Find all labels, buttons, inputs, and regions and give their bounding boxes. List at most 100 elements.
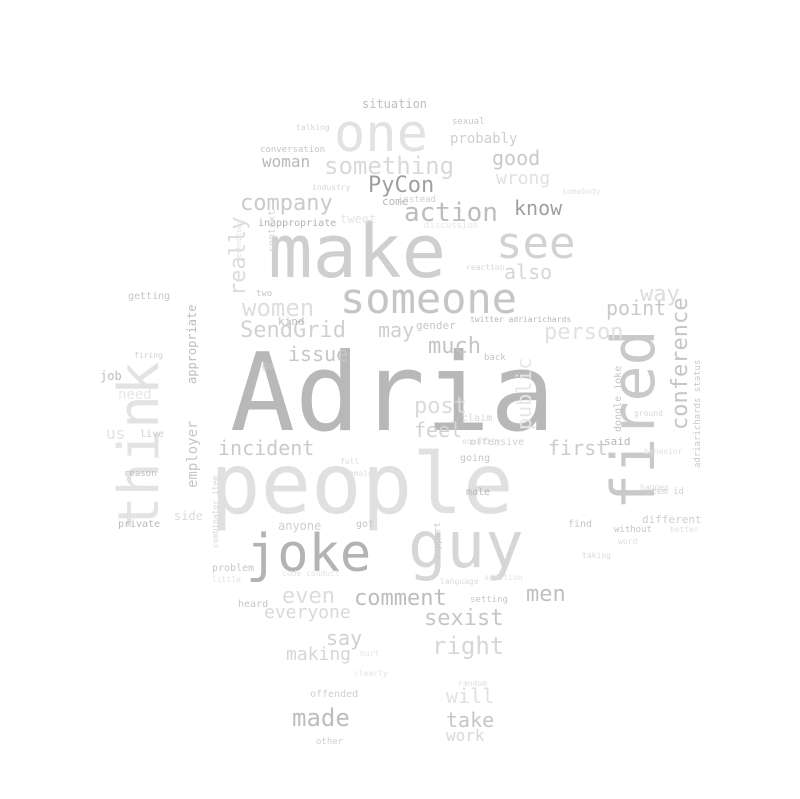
cloud-word-support: support bbox=[433, 522, 443, 560]
cloud-word-language: language bbox=[440, 577, 479, 586]
cloud-word-say: say bbox=[326, 626, 363, 650]
cloud-word-made: made bbox=[292, 704, 350, 732]
cloud-word-kind: kind bbox=[278, 315, 305, 328]
cloud-word-will: will bbox=[446, 684, 495, 708]
cloud-word-women: women bbox=[242, 294, 315, 322]
cloud-word-getting: getting bbox=[128, 291, 171, 302]
cloud-word-dongle-joke: dongle joke bbox=[613, 365, 624, 432]
cloud-word-post: post bbox=[414, 394, 467, 419]
cloud-word-something: something bbox=[324, 152, 455, 180]
cloud-word-ground: ground bbox=[634, 409, 663, 418]
cloud-word-person: person bbox=[544, 320, 624, 345]
cloud-word-technology: technology bbox=[235, 219, 243, 262]
cloud-word-better: better bbox=[670, 525, 699, 534]
cloud-word-little: little bbox=[212, 575, 241, 584]
cloud-word-male: male bbox=[466, 487, 491, 498]
cloud-word-make: make bbox=[268, 209, 447, 295]
cloud-word-everyone: everyone bbox=[264, 602, 351, 623]
cloud-word-one: one bbox=[334, 104, 428, 164]
cloud-word-anyone: anyone bbox=[278, 519, 322, 533]
cloud-word-hurt: hurt bbox=[360, 649, 380, 658]
cloud-word-other: other bbox=[316, 737, 344, 747]
cloud-word-action: action bbox=[404, 198, 498, 228]
cloud-word-offensive: offensive bbox=[470, 437, 525, 448]
cloud-word-twitter-adriarichards: twitter adriarichards bbox=[470, 315, 572, 324]
cloud-word-happen: happen bbox=[640, 483, 669, 492]
cloud-word-sexist: sexist bbox=[424, 606, 504, 631]
cloud-word-wrong: wrong bbox=[496, 168, 551, 189]
cloud-word-different: different bbox=[642, 513, 702, 526]
cloud-word-people: people bbox=[210, 435, 514, 533]
cloud-word-side: side bbox=[174, 509, 203, 523]
cloud-word-much: much bbox=[428, 334, 481, 359]
cloud-word-random: random bbox=[458, 679, 487, 688]
cloud-word-reason: reason bbox=[124, 469, 157, 479]
cloud-word-context: context bbox=[267, 209, 278, 252]
cloud-word-right: right bbox=[432, 632, 505, 660]
cloud-word-behavior: behavior bbox=[644, 447, 683, 456]
cloud-word-setting: setting bbox=[470, 595, 508, 605]
cloud-word-need: need bbox=[118, 387, 152, 403]
cloud-word-joke: joke bbox=[246, 524, 372, 584]
cloud-word-inappropriate: inappropriate bbox=[258, 218, 337, 229]
cloud-word-live: live bbox=[140, 429, 165, 440]
cloud-word-incident: incident bbox=[218, 436, 315, 460]
cloud-word-two: two bbox=[256, 289, 273, 299]
cloud-word-adriarichards-status: adriarichards status bbox=[693, 359, 703, 468]
cloud-word-us: us bbox=[106, 424, 126, 443]
cloud-word-sexual: sexual bbox=[452, 117, 485, 127]
cloud-word-comment: comment bbox=[354, 586, 447, 611]
cloud-word-gender: gender bbox=[416, 319, 456, 332]
cloud-word-word: word bbox=[618, 537, 638, 546]
cloud-word-equality: equality bbox=[462, 437, 501, 446]
cloud-word-may: may bbox=[378, 318, 415, 342]
cloud-word-said: said bbox=[604, 435, 631, 448]
cloud-word-combinator-item: combinator item bbox=[211, 475, 220, 548]
cloud-word-situation: situation bbox=[362, 97, 428, 111]
cloud-word-without: without bbox=[614, 525, 652, 535]
cloud-word-know: know bbox=[514, 196, 563, 220]
cloud-word-taking: taking bbox=[582, 551, 611, 560]
cloud-word-employer: employer bbox=[185, 420, 201, 488]
cloud-word-making: making bbox=[286, 644, 352, 665]
cloud-word-heard: heard bbox=[238, 599, 269, 610]
cloud-word-company: company bbox=[240, 191, 333, 216]
cloud-word-somebody: somebody bbox=[562, 187, 601, 196]
cloud-word-men: men bbox=[526, 582, 566, 607]
cloud-word-see: see bbox=[496, 218, 576, 269]
cloud-word-take: take bbox=[446, 708, 495, 732]
cloud-word-guy: guy bbox=[408, 509, 524, 583]
cloud-word-way: way bbox=[640, 282, 680, 307]
cloud-word-good: good bbox=[492, 146, 541, 170]
cloud-word-claim: claim bbox=[462, 413, 493, 424]
cloud-word-clearly: clearly bbox=[354, 669, 388, 678]
cloud-word-conference: conference bbox=[668, 297, 693, 430]
cloud-word-back: back bbox=[484, 353, 506, 363]
cloud-word-problem: problem bbox=[212, 563, 255, 574]
cloud-word-issue: issue bbox=[288, 342, 349, 366]
cloud-word-also: also bbox=[504, 260, 553, 284]
cloud-word-sendgrid: SendGrid bbox=[240, 318, 346, 343]
cloud-word-point: point bbox=[606, 296, 667, 320]
cloud-word-item-id: item id bbox=[646, 487, 684, 497]
cloud-word-code-conduct: code conduct bbox=[282, 569, 340, 578]
cloud-word-even: even bbox=[282, 584, 335, 609]
cloud-word-talking: talking bbox=[296, 123, 330, 132]
cloud-word-feel: feel bbox=[414, 418, 463, 442]
cloud-word-industry: industry bbox=[312, 183, 351, 192]
cloud-word-firing: firing bbox=[134, 351, 163, 360]
cloud-word-tweet: tweet bbox=[340, 212, 377, 226]
cloud-word-probably: probably bbox=[450, 131, 518, 147]
cloud-word-pycon: PyCon bbox=[368, 173, 435, 198]
cloud-word-appropriate: appropriate bbox=[185, 304, 199, 384]
cloud-word-first: first bbox=[548, 436, 609, 460]
cloud-word-find: find bbox=[568, 519, 593, 530]
cloud-word-instead: instead bbox=[398, 195, 436, 205]
cloud-word-work: work bbox=[446, 726, 485, 745]
cloud-word-job: job bbox=[100, 369, 122, 383]
cloud-word-woman: woman bbox=[262, 152, 311, 171]
cloud-word-female: female bbox=[344, 469, 373, 478]
cloud-word-discussion: discussion bbox=[424, 221, 479, 231]
cloud-word-going: going bbox=[460, 453, 491, 464]
